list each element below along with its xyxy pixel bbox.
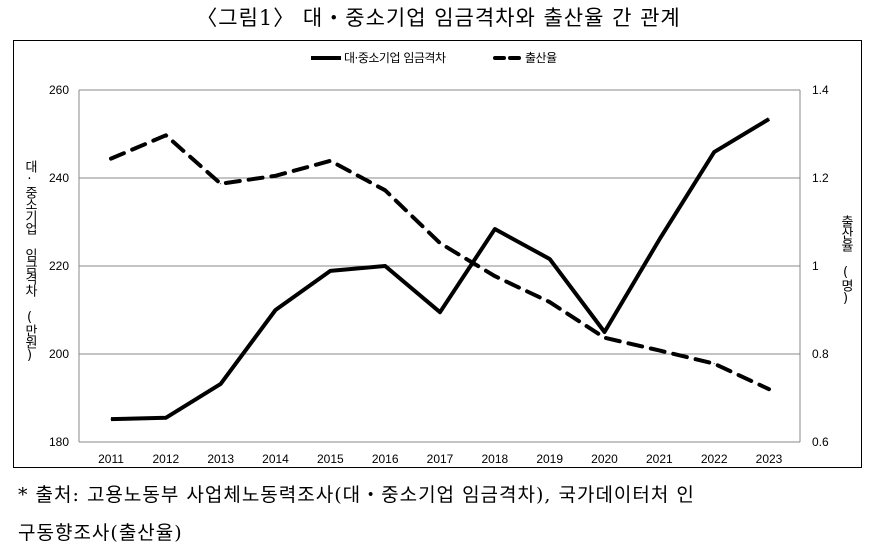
data-point (549, 258, 551, 260)
left-tick-label: 220 (49, 259, 69, 273)
data-point (768, 118, 770, 120)
chart-frame (13, 40, 862, 468)
data-point (110, 418, 112, 420)
x-tick-label: 2015 (317, 452, 344, 466)
legend-label: 출산율 (525, 51, 557, 65)
data-point (768, 388, 770, 390)
data-point (165, 417, 167, 419)
x-tick-label: 2018 (481, 452, 508, 466)
x-tick-label: 2013 (207, 452, 234, 466)
x-tick-label: 2021 (646, 452, 673, 466)
data-point (329, 270, 331, 272)
left-tick-label: 240 (49, 171, 69, 185)
data-point (713, 363, 715, 365)
source-note-line2: 구동향조사(출산율) (18, 522, 183, 544)
source-note-line1: * 출처: 고용노동부 사업체노동력조사(대・중소기업 임금격차), 국가데이터… (18, 484, 695, 506)
data-point (275, 309, 276, 311)
x-tick-label: 2019 (536, 452, 563, 466)
data-point (604, 337, 605, 339)
series-line-1 (110, 117, 771, 422)
data-point (604, 331, 605, 333)
data-point (658, 239, 660, 241)
data-point (275, 175, 276, 177)
data-point (384, 265, 386, 267)
right-tick-label: 0.6 (812, 435, 829, 449)
data-point (439, 242, 441, 244)
data-point (713, 151, 715, 153)
left-tick-label: 260 (49, 83, 69, 97)
right-axis-label: 출산율 (명) (838, 215, 853, 305)
x-tick-label: 2012 (152, 452, 179, 466)
data-point (110, 158, 112, 160)
data-point (220, 183, 222, 185)
x-tick-label: 2011 (98, 452, 124, 466)
data-point (494, 228, 496, 230)
x-tick-label: 2017 (427, 452, 454, 466)
data-point (549, 301, 551, 303)
x-tick-label: 2020 (591, 452, 618, 466)
data-point (494, 275, 496, 277)
data-point (384, 189, 386, 191)
data-point (220, 383, 222, 385)
x-tick-label: 2016 (372, 452, 399, 466)
left-tick-label: 200 (49, 347, 69, 361)
left-tick-label: 180 (49, 435, 69, 449)
data-point (329, 160, 331, 162)
data-point (658, 349, 660, 351)
x-tick-label: 2022 (701, 452, 728, 466)
data-point (165, 134, 167, 136)
x-tick-label: 2014 (262, 452, 289, 466)
legend-label: 대·중소기업 임금격차 (344, 51, 446, 65)
right-tick-label: 0.8 (812, 347, 829, 361)
right-tick-label: 1.4 (812, 83, 829, 97)
right-tick-label: 1 (812, 259, 819, 273)
data-point (439, 311, 441, 313)
figure-title: 〈그림1〉 대・중소기업 임금격차와 출산율 간 관계 (196, 6, 681, 30)
left-axis-label: 대·중소기업 임금격차 (만원) (22, 160, 37, 362)
series-line-2 (109, 133, 771, 392)
x-tick-label: 2023 (756, 452, 783, 466)
right-tick-label: 1.2 (812, 171, 829, 185)
